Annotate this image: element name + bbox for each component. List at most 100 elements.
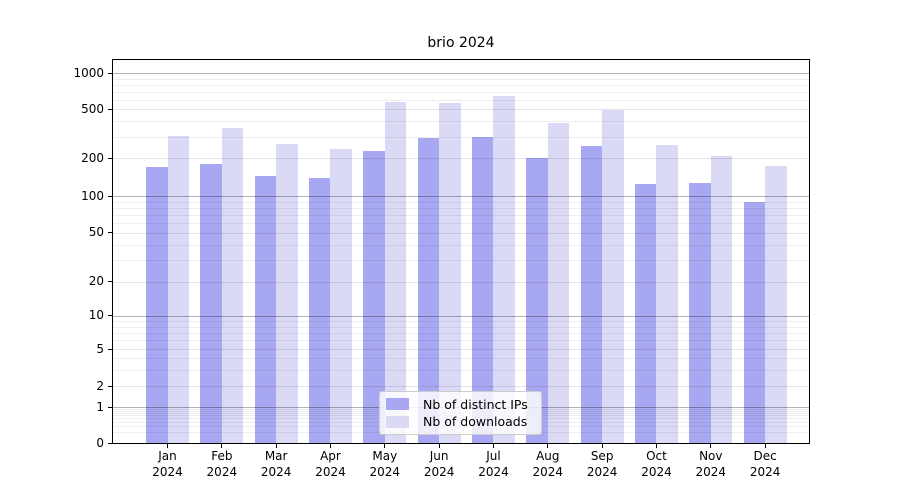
x-axis-tick-label-apr: Apr 2024	[315, 449, 346, 479]
x-axis-tick-label-oct: Oct 2024	[641, 449, 672, 479]
bar-downloads-jun	[439, 102, 461, 444]
x-axis-tick-mark	[655, 444, 657, 449]
legend-label-downloads: Nb of downloads	[423, 414, 528, 430]
bar-distinct-ips-aug	[526, 158, 548, 444]
bar-distinct-ips-feb	[200, 164, 222, 444]
plot-area: Nb of distinct IPs Nb of downloads	[112, 59, 810, 445]
y-axis-tick-mark	[108, 385, 112, 387]
y-axis-tick-label-500: 500	[81, 101, 104, 116]
x-axis-tick-label-dec: Dec 2024	[749, 449, 781, 479]
gridline-200	[113, 158, 809, 160]
x-axis-tick-label-jul: Jul 2024	[478, 449, 509, 479]
gridline-6	[113, 340, 809, 342]
x-axis-tick-mark	[167, 444, 168, 449]
x-axis-tick-mark	[438, 444, 440, 449]
y-axis-tick-mark	[108, 72, 112, 74]
bar-downloads-jan	[167, 135, 189, 444]
x-axis-tick-mark	[710, 444, 712, 449]
y-axis-tick-label-20: 20	[88, 274, 104, 289]
x-axis-tick-label-feb: Feb 2024	[206, 449, 238, 479]
gridline-10	[113, 315, 809, 317]
bar-distinct-ips-oct	[634, 183, 657, 444]
bar-distinct-ips-jul	[471, 136, 494, 444]
x-axis-tick-mark	[601, 444, 603, 449]
y-axis-tick-mark	[108, 281, 112, 283]
y-axis-tick-mark	[108, 232, 112, 234]
x-axis-tick-label-nov: Nov 2024	[695, 449, 727, 479]
x-axis-tick-mark	[275, 444, 277, 449]
y-axis-tick-label-10: 10	[88, 308, 104, 323]
x-axis-tick-mark	[764, 444, 766, 449]
x-axis-tick-mark	[492, 444, 494, 449]
gridline-600	[113, 99, 809, 101]
gridline-1000	[113, 73, 809, 75]
gridline-40	[113, 244, 809, 246]
bar-downloads-dec	[765, 165, 787, 444]
gridline-20	[113, 281, 809, 283]
gridline-50	[113, 232, 809, 234]
bar-distinct-ips-apr	[308, 177, 331, 444]
bar-downloads-mar	[276, 144, 298, 444]
x-axis-tick-label-jun: Jun 2024	[423, 449, 455, 479]
gridline-300	[113, 136, 809, 138]
bar-distinct-ips-nov	[689, 182, 711, 444]
y-axis-tick-label-1: 1	[96, 399, 104, 414]
gridline-9	[113, 320, 809, 322]
gridline-70	[113, 214, 809, 216]
gridline-4	[113, 358, 809, 360]
x-axis-tick-label-may: May 2024	[369, 449, 401, 479]
legend-label-distinct-ips: Nb of distinct IPs	[423, 396, 528, 412]
bar-downloads-nov	[710, 155, 733, 444]
gridline-2	[113, 386, 809, 387]
y-axis-tick-label-100: 100	[81, 188, 104, 203]
x-axis-tick-label-jan: Jan 2024	[152, 449, 183, 479]
y-axis-tick-mark	[108, 195, 112, 197]
gridline-60	[113, 223, 809, 225]
x-axis-tick-label-aug: Aug 2024	[532, 449, 564, 479]
gridline-400	[113, 121, 809, 123]
gridline-800	[113, 84, 809, 86]
legend-item-downloads: Nb of downloads	[386, 414, 533, 429]
x-axis-tick-label-sep: Sep 2024	[586, 449, 618, 479]
y-axis-tick-label-200: 200	[81, 150, 104, 165]
gridline-90	[113, 201, 809, 203]
x-axis-tick-label-mar: Mar 2024	[260, 449, 292, 479]
y-axis-tick-label-0: 0	[96, 435, 104, 450]
legend-swatch-downloads	[386, 415, 409, 428]
bar-downloads-may	[384, 101, 407, 444]
gridline-30	[113, 260, 809, 262]
y-axis-tick-label-5: 5	[96, 341, 104, 356]
gridline-7	[113, 332, 809, 334]
gridline-500	[113, 109, 809, 111]
bar-downloads-oct	[656, 145, 678, 444]
y-axis-tick-mark	[108, 348, 112, 350]
gridline-700	[113, 91, 809, 93]
bar-distinct-ips-sep	[580, 146, 603, 444]
bar-downloads-jul	[493, 96, 515, 444]
y-axis-tick-mark	[108, 406, 112, 408]
gridline-100	[113, 196, 809, 197]
x-axis-tick-mark	[547, 444, 549, 449]
bar-downloads-aug	[547, 122, 570, 444]
y-axis-tick-mark	[108, 442, 112, 444]
y-axis-tick-mark	[108, 315, 112, 317]
gridline-80	[113, 207, 809, 209]
gridline-900	[113, 78, 809, 80]
gridline-5	[113, 349, 809, 351]
gridline-3	[113, 369, 809, 371]
bar-downloads-apr	[330, 148, 352, 444]
gridline-8	[113, 326, 809, 328]
bar-distinct-ips-mar	[254, 175, 277, 444]
y-axis-tick-label-1000: 1000	[73, 65, 104, 80]
bar-distinct-ips-jan	[146, 167, 168, 444]
y-axis-tick-mark	[108, 108, 112, 110]
bar-downloads-feb	[221, 128, 244, 444]
x-axis-tick-mark	[384, 444, 386, 449]
y-axis-tick-mark	[108, 157, 112, 159]
bar-distinct-ips-may	[363, 150, 385, 444]
legend: Nb of distinct IPs Nb of downloads	[379, 391, 542, 435]
bar-distinct-ips-jun	[417, 138, 440, 444]
legend-item-distinct-ips: Nb of distinct IPs	[386, 397, 533, 412]
y-axis-tick-label-2: 2	[96, 378, 104, 393]
